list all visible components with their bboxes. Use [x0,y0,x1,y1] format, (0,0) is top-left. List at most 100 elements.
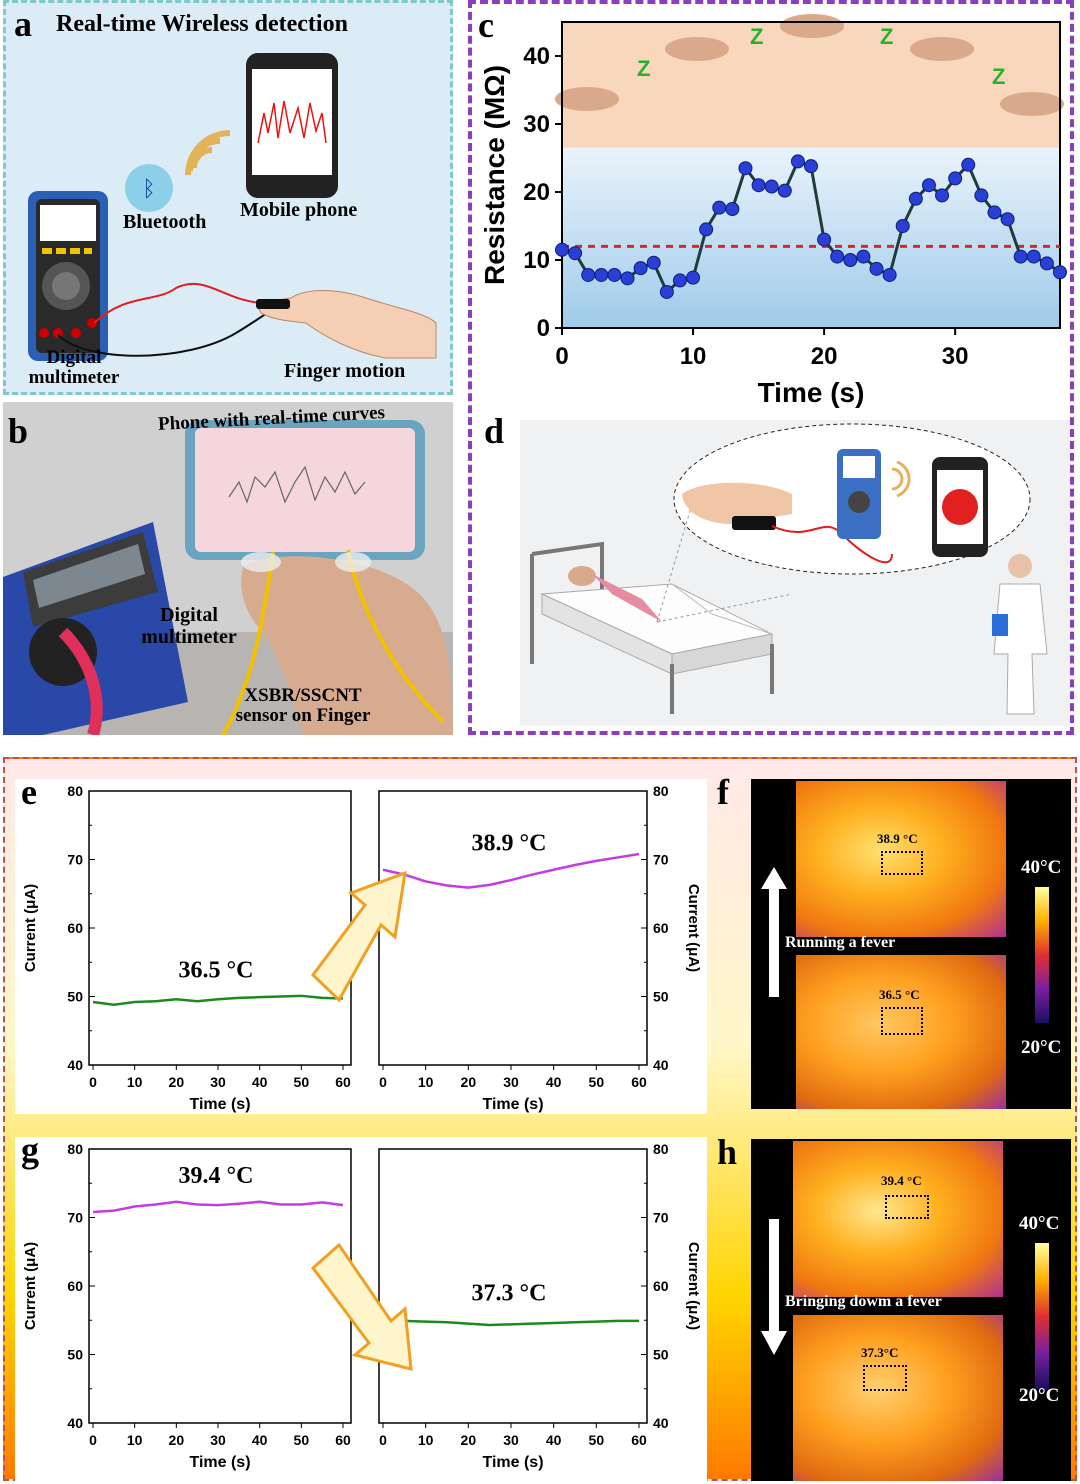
x-tick-label: 10 [127,1432,143,1448]
data-point [961,157,976,172]
current-line [92,994,344,1006]
h-bottom-temp: 37.3°C [861,1345,899,1360]
y-tick-label: 50 [67,989,83,1005]
y-tick-label: 80 [67,1141,83,1157]
down-arrow-icon [769,1219,779,1331]
x-tick-label: 40 [546,1432,562,1448]
y-tick-label: 60 [67,1278,83,1294]
hand-shape [255,290,437,359]
f-scale-max: 40°C [1021,857,1062,878]
f-top-temp: 38.9 °C [877,831,918,846]
f-scale-min: 20°C [1021,1037,1062,1058]
watermark-text: 大数跨境 [27,1455,99,1476]
current-line [382,1317,639,1327]
y-tick-label: 0 [537,315,550,342]
data-point [725,202,740,216]
finger-sketch [555,87,619,111]
data-point [620,271,635,286]
x-axis-label: Time (s) [482,1096,543,1113]
data-point [869,261,884,276]
panel-a-title: Real-time Wireless detection [56,11,348,37]
data-point [738,161,753,176]
x-tick-label: 10 [127,1074,143,1090]
x-tick-label: 50 [294,1074,310,1090]
panel-d-illustration [520,420,1070,726]
data-point [817,232,832,247]
x-axis-label: Time (s) [758,377,865,408]
data-point [804,159,818,174]
x-tick-label: 40 [252,1074,268,1090]
data-point [699,222,714,237]
y-tick-label: 80 [653,783,669,799]
panel-label-a: a [14,4,32,44]
finger-motion-label: Finger motion [284,360,406,382]
data-point [1039,256,1054,271]
data-point [987,205,1002,220]
x-tick-label: 0 [379,1432,387,1448]
mobile-phone-label: Mobile phone [240,199,358,221]
x-tick-label: 0 [89,1074,97,1090]
x-axis-label: Time (s) [482,1454,543,1471]
data-point [908,191,923,206]
plot-frame [88,790,352,1066]
color-scale-bar-h [1035,1243,1049,1389]
color-scale-bar-f [1035,887,1049,1023]
x-tick-label: 20 [169,1074,185,1090]
panel-label-h: h [717,1132,738,1172]
y-tick-label: 10 [523,247,550,274]
y-tick-label: 70 [67,1210,83,1226]
panel-label-g: g [21,1130,39,1170]
thermal-image-top [796,781,1006,937]
data-point [843,253,858,267]
y-axis-label: Resistance (MΩ) [479,65,510,285]
y-tick-label: 50 [653,1347,669,1363]
finger-sketch [665,37,729,61]
y-tick-label: 40 [653,1057,669,1073]
data-point [686,270,701,285]
panel-label-b: b [8,411,29,451]
x-tick-label: 60 [631,1074,647,1090]
down-arrow-head-icon [761,1331,787,1355]
y-tick-label: 60 [653,920,669,936]
y-axis-label-left: Current (μA) [22,1242,39,1330]
data-point [1013,249,1028,264]
bluetooth-label: Bluetooth [123,211,207,233]
data-point [882,267,897,282]
x-tick-label: 10 [418,1074,434,1090]
y-tick-label: 40 [67,1057,83,1073]
x-tick-label: 10 [680,343,707,370]
data-point [974,188,989,203]
up-arrow-head-icon [761,867,787,889]
data-point [830,249,845,264]
data-point [581,267,596,282]
y-tick-label: 20 [523,179,550,206]
y-tick-label: 80 [653,1141,669,1157]
thermal-roi-top-h [885,1195,929,1219]
svg-text:ᛒ: ᛒ [142,176,155,201]
h-scale-min: 20°C [1019,1385,1060,1406]
plot-frame [88,1148,352,1424]
current-chart-g: 0 10 20 30 40 50 60 40 50 60 70 80 Time (s) 39.4 °C 0 1… [22,1141,702,1471]
panel-label-d: d [484,411,505,451]
data-point [790,154,805,169]
x-tick-label: 50 [589,1074,605,1090]
temperature-label: 38.9 °C [472,831,547,857]
x-tick-label: 30 [210,1074,226,1090]
x-tick-label: 30 [210,1432,226,1448]
y-tick-label: 70 [653,852,669,868]
x-tick-label: 60 [335,1432,351,1448]
data-point [921,178,936,193]
panel-label-c: c [478,5,494,45]
y-axis-label-right: Current (μA) [685,884,702,972]
panel-b-illustration [3,402,453,735]
y-axis-label-left: Current (μA) [22,884,39,972]
resistance-chart: Z Z Z Z 0 10 20 30 0 10 20 30 40 Time (s) Resistance (… [479,14,1067,408]
photo-strip-background [562,22,1060,148]
h-scale-max: 40°C [1019,1213,1060,1234]
x-axis-label: Time (s) [189,1454,250,1471]
panel-label-e: e [21,772,37,812]
data-point [633,261,648,276]
data-point [777,183,792,198]
data-point [555,242,569,257]
data-point [1053,265,1067,280]
